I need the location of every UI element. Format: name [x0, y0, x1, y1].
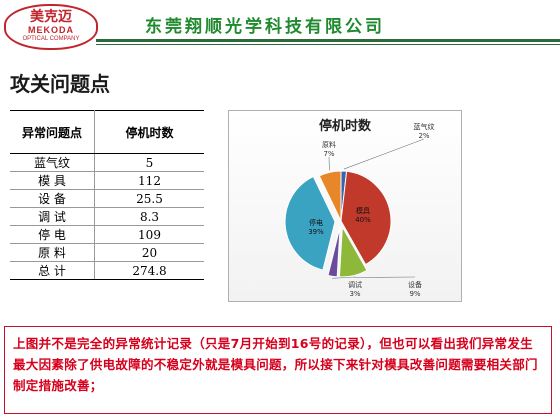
- table-row: 原 料 20: [10, 243, 204, 262]
- cell-total-value: 274.8: [94, 261, 204, 280]
- cell-hours: 112: [94, 171, 204, 190]
- pie-slice: [327, 226, 341, 278]
- logo-cn: 美克迈: [30, 9, 72, 25]
- slice-percent-label: 2%: [418, 132, 429, 140]
- company-name: 东莞翔顺光学科技有限公司: [145, 17, 385, 37]
- table-row: 调 试 8.3: [10, 207, 204, 226]
- table-row: 模 具 112: [10, 171, 204, 190]
- leader-line: [332, 276, 356, 279]
- cell-issue: 原 料: [10, 243, 95, 262]
- summary-text: 上图并不是完全的异常统计记录（只是7月开始到16号的记录），但也可以看出我们异常…: [13, 336, 538, 393]
- cell-issue: 模 具: [10, 171, 95, 190]
- company-logo: 美克迈 MEKODA OPTICAL COMPANY: [4, 4, 98, 50]
- table-total-row: 总 计 274.8: [10, 261, 204, 280]
- slice-name-label: 设备: [408, 280, 422, 289]
- pie-slice: [284, 175, 336, 271]
- logo-en: MEKODA: [28, 25, 74, 35]
- logo-sub: OPTICAL COMPANY: [22, 36, 80, 42]
- header-rule-thin: [96, 44, 560, 45]
- slice-name-label: 原料: [322, 140, 336, 149]
- cell-issue: 调 试: [10, 207, 95, 226]
- slice-percent-label: 3%: [349, 290, 360, 298]
- pie-slice: [338, 225, 368, 278]
- table-row: 设 备 25.5: [10, 189, 204, 208]
- cell-issue: 停 电: [10, 225, 95, 244]
- table-header-row: 异常问题点 停机时数: [10, 110, 204, 154]
- cell-hours: 25.5: [94, 189, 204, 208]
- slice-percent-label: 39%: [308, 228, 324, 236]
- pie-chart-panel: 停机时数 蓝气纹 2% 模具 40% 设备 9% 调试 3% 停电 39% 原料 7%: [228, 110, 462, 302]
- slice-percent-label: 7%: [323, 150, 334, 158]
- slice-percent-label: 40%: [355, 216, 371, 224]
- downtime-table: 异常问题点 停机时数 蓝气纹 5 模 具 112 设 备 25.5 调 试 8.3 停 …: [10, 110, 204, 280]
- cell-issue: 蓝气纹: [10, 153, 95, 172]
- slice-name-label: 调试: [348, 280, 362, 289]
- header-rule: [96, 39, 560, 42]
- cell-hours: 5: [94, 153, 204, 172]
- col-header-hours: 停机时数: [94, 110, 204, 154]
- table-row: 停 电 109: [10, 225, 204, 244]
- pie-slice: [318, 170, 342, 222]
- col-header-issue: 异常问题点: [10, 110, 95, 154]
- slice-name-label: 蓝气纹: [414, 122, 435, 131]
- pie-slice: [340, 170, 392, 266]
- slice-name-label: 停电: [309, 218, 323, 227]
- leader-line: [343, 138, 425, 170]
- chart-title: 停机时数: [319, 118, 372, 134]
- page-title: 攻关问题点: [10, 72, 110, 96]
- cell-hours: 8.3: [94, 207, 204, 226]
- table-row: 蓝气纹 5: [10, 153, 204, 172]
- cell-hours: 20: [94, 243, 204, 262]
- cell-total-label: 总 计: [10, 261, 95, 280]
- summary-note: 上图并不是完全的异常统计记录（只是7月开始到16号的记录），但也可以看出我们异常…: [4, 326, 552, 414]
- slice-percent-label: 9%: [409, 290, 420, 298]
- slice-name-label: 模具: [356, 206, 370, 215]
- cell-hours: 109: [94, 225, 204, 244]
- cell-issue: 设 备: [10, 189, 95, 208]
